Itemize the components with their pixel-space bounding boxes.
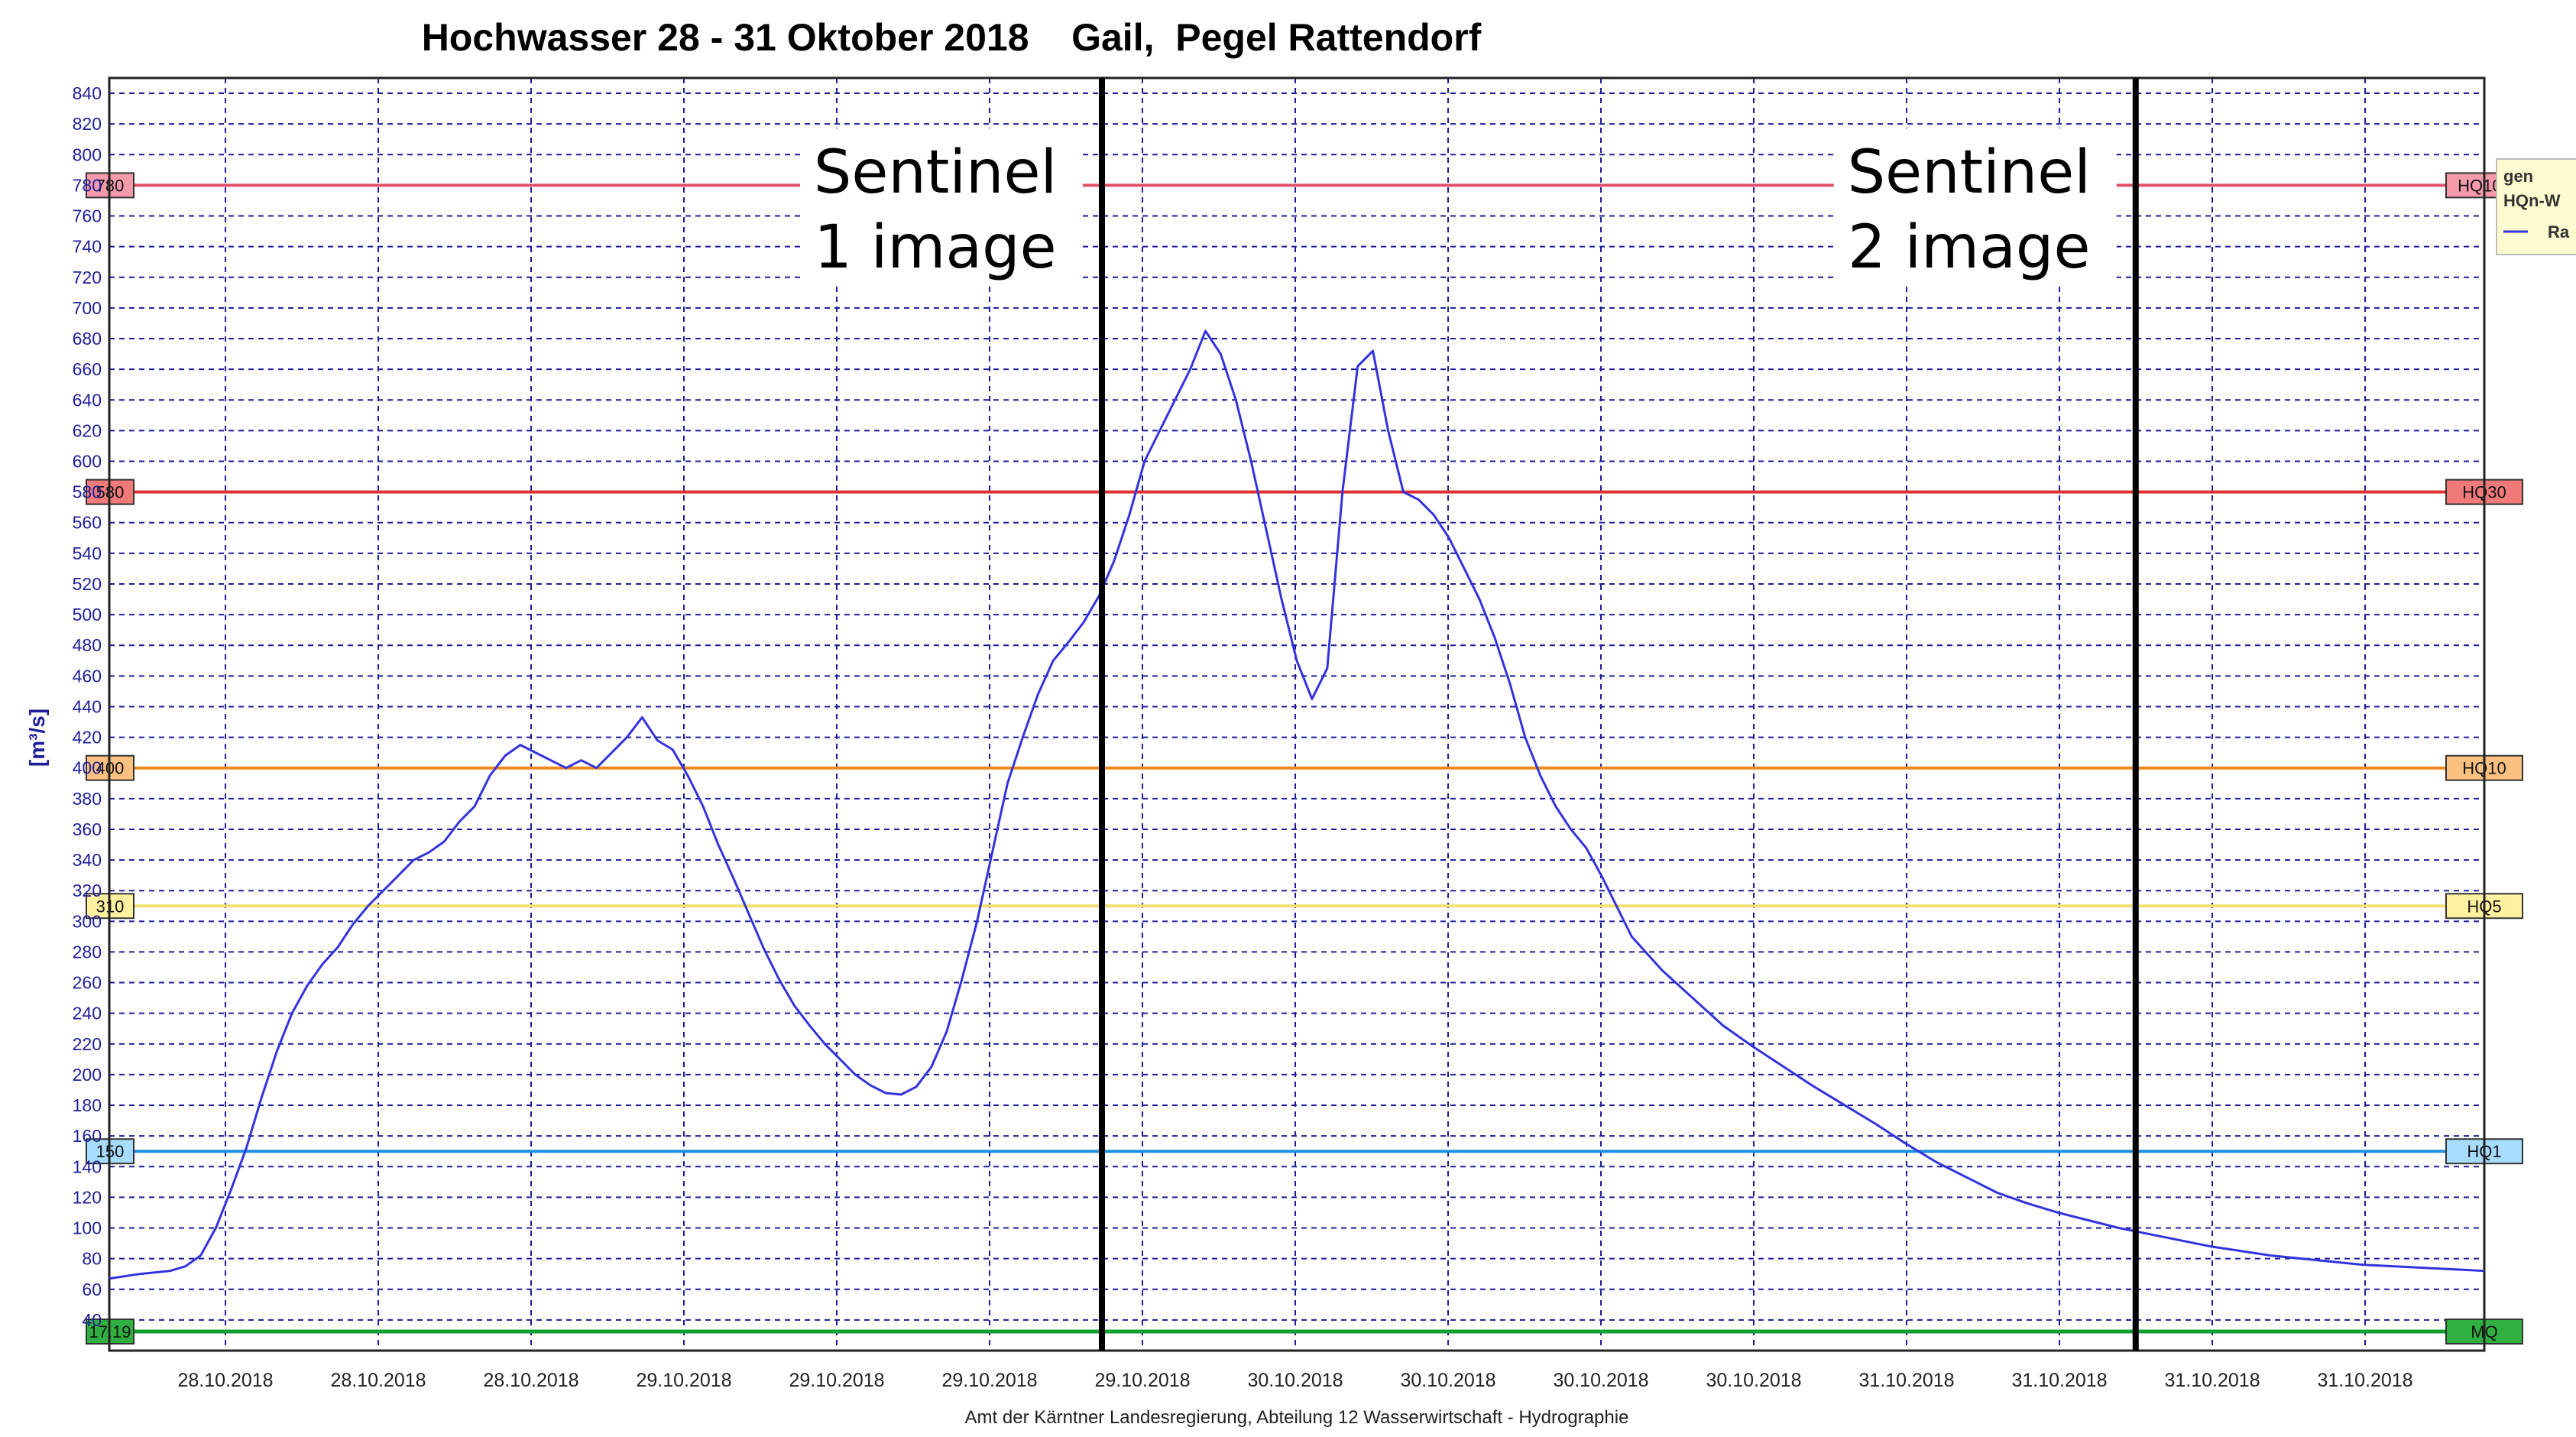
y-tick-label: 120 — [73, 1187, 102, 1207]
x-axis-ticks: 28.10.2018 28.10.2018 28.10.2018 29.10.2018… — [177, 1370, 2412, 1391]
y-tick-label: 80 — [82, 1249, 102, 1269]
y-tick-label: 840 — [73, 83, 102, 103]
sentinel-annotation-line1: Sentinel — [814, 138, 1057, 207]
x-tick-label: 30.10.2018 — [1247, 1370, 1343, 1391]
y-tick-label: 260 — [73, 973, 102, 993]
x-tick-label: 29.10.2018 — [636, 1370, 731, 1391]
x-tick-label: 30.10.2018 — [1706, 1370, 1801, 1391]
legend-box: gen HQn-W Ra — [2496, 158, 2576, 255]
y-tick-label: 420 — [73, 728, 102, 748]
y-tick-label: 460 — [73, 666, 102, 686]
legend-text-2: HQn-W — [2503, 191, 2561, 210]
y-tick-label: 220 — [73, 1034, 102, 1054]
y-tick-label: 620 — [73, 420, 102, 440]
y-tick-label: 440 — [73, 696, 102, 716]
y-tick-label: 820 — [73, 114, 102, 134]
sentinel-annotation-line2: 1 image — [814, 213, 1056, 282]
x-tick-label: 28.10.2018 — [330, 1370, 426, 1391]
sentinel-annotation-line1: Sentinel — [1848, 138, 2091, 207]
x-tick-label: 29.10.2018 — [1094, 1370, 1190, 1391]
x-tick-label: 31.10.2018 — [2011, 1370, 2107, 1391]
y-tick-label: 780 — [73, 175, 102, 195]
y-tick-label: 560 — [73, 513, 102, 533]
footer-credit: Amt der Kärntner Landesregierung, Abteil… — [965, 1407, 1629, 1428]
x-tick-label: 31.10.2018 — [2317, 1370, 2412, 1391]
y-tick-label: 60 — [82, 1280, 102, 1299]
y-tick-label: 760 — [73, 206, 102, 226]
y-tick-label: 720 — [73, 268, 102, 287]
y-tick-label: 600 — [73, 452, 102, 472]
plot-frame — [108, 76, 2486, 1352]
y-tick-label: 320 — [73, 881, 102, 900]
y-tick-label: 800 — [73, 144, 102, 164]
y-tick-label: 280 — [73, 942, 102, 962]
y-axis-label: [m³/s] — [25, 709, 49, 767]
y-tick-label: 580 — [73, 482, 102, 502]
y-tick-label: 360 — [73, 819, 102, 839]
x-tick-label: 29.10.2018 — [789, 1370, 884, 1391]
y-tick-label: 200 — [73, 1065, 102, 1085]
x-tick-label: 31.10.2018 — [1858, 1370, 1954, 1391]
grid — [109, 78, 2484, 1351]
y-tick-label: 340 — [73, 850, 102, 870]
y-tick-label: 100 — [73, 1218, 102, 1238]
y-tick-label: 740 — [73, 237, 102, 257]
y-tick-label: 240 — [73, 1004, 102, 1023]
y-axis-ticks: 40 60 80 100 120 140 160 180 200 220 240 260 280 300 3… — [73, 83, 102, 1330]
y-tick-label: 480 — [73, 635, 102, 655]
legend-text-1: gen — [2503, 167, 2533, 186]
y-tick-label: 540 — [73, 543, 102, 563]
chart-title: Hochwasser 28 - 31 Oktober 2018 Gail, Pe… — [422, 16, 1482, 59]
sentinel-annotation-line2: 2 image — [1848, 213, 2090, 282]
legend-text-3: Ra — [2548, 222, 2570, 242]
x-tick-label: 30.10.2018 — [1553, 1370, 1648, 1391]
x-tick-label: 28.10.2018 — [177, 1370, 273, 1391]
y-tick-label: 680 — [73, 329, 102, 349]
x-tick-label: 29.10.2018 — [941, 1370, 1037, 1391]
y-tick-label: 40 — [82, 1310, 102, 1330]
x-tick-label: 30.10.2018 — [1400, 1370, 1495, 1391]
y-tick-label: 500 — [73, 605, 102, 624]
x-tick-label: 28.10.2018 — [483, 1370, 578, 1391]
y-tick-label: 180 — [73, 1095, 102, 1115]
y-tick-label: 160 — [73, 1126, 102, 1146]
y-tick-label: 700 — [73, 298, 102, 318]
y-tick-label: 400 — [73, 758, 102, 778]
y-tick-label: 300 — [73, 911, 102, 931]
y-tick-label: 520 — [73, 574, 102, 594]
y-tick-label: 640 — [73, 390, 102, 410]
y-tick-label: 660 — [73, 359, 102, 379]
y-tick-label: 380 — [73, 789, 102, 809]
y-tick-label: 140 — [73, 1156, 102, 1176]
x-tick-label: 31.10.2018 — [2164, 1370, 2260, 1391]
